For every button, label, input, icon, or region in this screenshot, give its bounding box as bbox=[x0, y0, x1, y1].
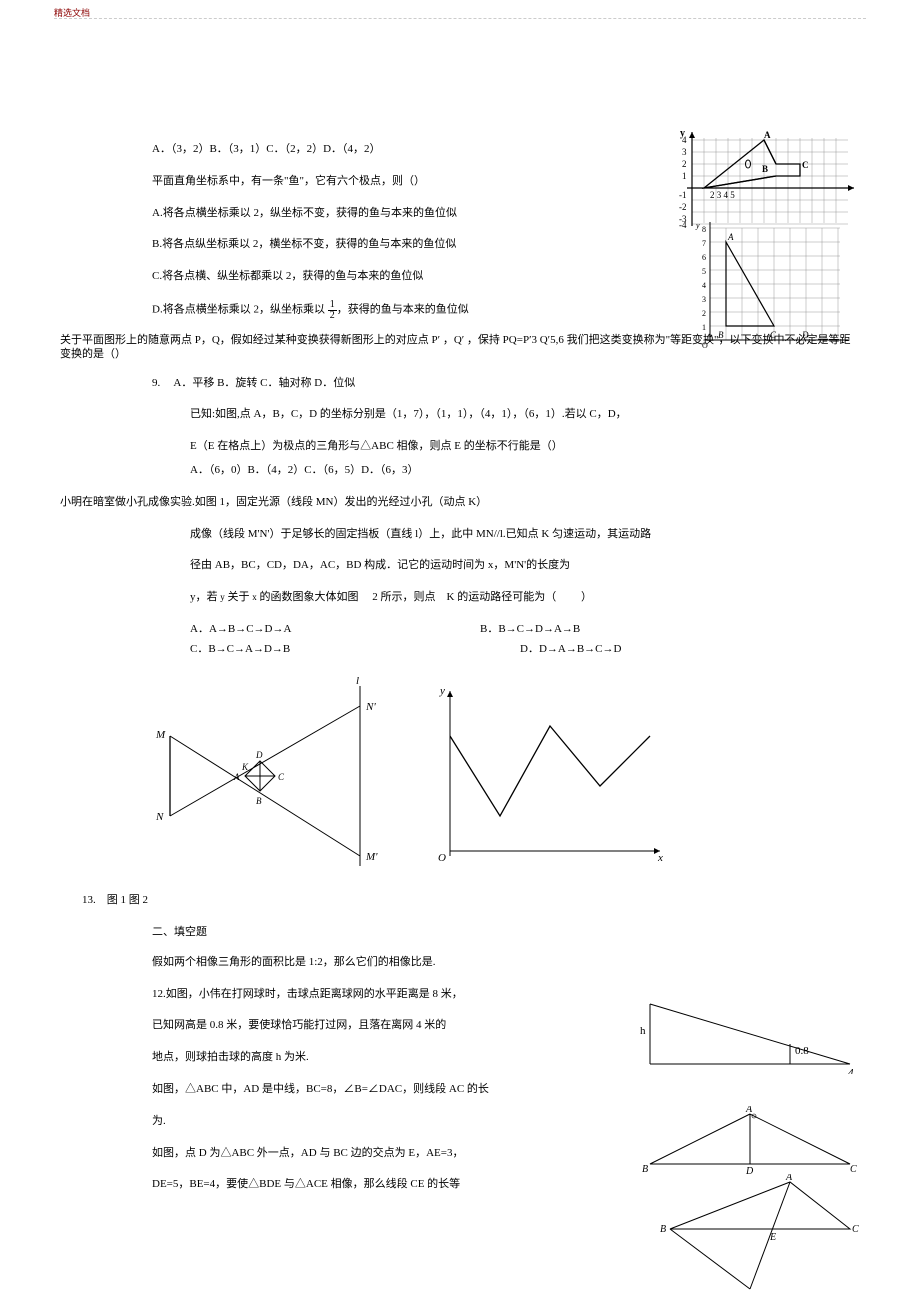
pinhole-l3-num: 2 bbox=[372, 591, 378, 603]
pinhole-optC: C．B→C→A→D→B bbox=[190, 640, 480, 656]
coord-line2: E（E 在格点上）为极点的三角形与△ABC 相像，则点 E 的坐标不行能是（） bbox=[190, 437, 860, 457]
pinhole-l3-pre: y，若 bbox=[190, 591, 220, 603]
fish-optD-post: ，获得的鱼与本来的鱼位似 bbox=[337, 304, 469, 316]
svg-text:D: D bbox=[801, 330, 809, 340]
coord-line1: 已知:如图,点 A，B，C，D 的坐标分别是（1，7），（1，1），（4，1），… bbox=[190, 405, 860, 425]
fish-optD-pre: D.将各点横坐标乘以 2，纵坐标乘以 bbox=[152, 304, 328, 316]
pinhole-diagrams: l M N N' M' A B C D K y x bbox=[150, 676, 860, 879]
svg-text:8: 8 bbox=[702, 225, 706, 234]
svg-text:N: N bbox=[155, 811, 164, 823]
svg-text:D: D bbox=[255, 750, 263, 760]
svg-text:1: 1 bbox=[682, 171, 687, 181]
svg-text:B: B bbox=[660, 1224, 666, 1235]
svg-text:B: B bbox=[256, 796, 262, 806]
svg-text:K: K bbox=[241, 762, 249, 772]
svg-text:A: A bbox=[233, 772, 240, 782]
svg-text:y: y bbox=[439, 685, 445, 697]
svg-text:2: 2 bbox=[682, 159, 687, 169]
svg-text:4: 4 bbox=[848, 1067, 854, 1074]
pinhole-line2: 径由 AB，BC，CD，DA，AC，BD 构成．记它的运动时间为 x，M'N'的… bbox=[190, 556, 860, 576]
svg-text:4: 4 bbox=[702, 281, 706, 290]
pinhole-l3-mid2: 的函数图象大体如图 bbox=[260, 591, 359, 603]
q9-number: 9. bbox=[152, 377, 160, 389]
svg-text:A: A bbox=[727, 232, 734, 242]
svg-text:h: h bbox=[640, 1025, 646, 1037]
fill-q13a: 如图，△ABC 中，AD 是中线，BC=8，∠B=∠DAC，则线段 AC 的长 bbox=[152, 1080, 860, 1100]
svg-text:0.8: 0.8 bbox=[795, 1045, 809, 1057]
fish-grid-diagram: y 4321 -1-2-3-4 2 3 4 5 A B C bbox=[662, 128, 860, 231]
pinhole-line1: 成像（线段 M'N'）于足够长的固定挡板（直线 l）上，此中 MN//l.已知点… bbox=[190, 525, 860, 545]
fraction-half: 12 bbox=[328, 299, 337, 321]
svg-text:B: B bbox=[718, 330, 724, 340]
pinhole-optD: D．D→A→B→C→D bbox=[520, 640, 621, 656]
pinhole-caption-row: 13. 图 1 图 2 bbox=[82, 891, 860, 907]
pinhole-sub-x: x bbox=[252, 592, 257, 602]
svg-text:2: 2 bbox=[702, 309, 706, 318]
svg-text:O: O bbox=[702, 341, 708, 348]
svg-text:O: O bbox=[438, 852, 446, 864]
pinhole-optB: B．B→C→D→A→B bbox=[480, 620, 580, 636]
fill-q11: 假如两个相像三角形的面积比是 1:2，那么它们的相像比是. bbox=[152, 953, 860, 973]
svg-text:E: E bbox=[769, 1232, 776, 1243]
svg-text:B: B bbox=[762, 164, 768, 174]
pinhole-optA: A．A→B→C→D→A bbox=[190, 620, 480, 636]
page-content: y 4321 -1-2-3-4 2 3 4 5 A B C 87654321 y… bbox=[0, 0, 920, 1247]
frac-bot: 2 bbox=[330, 310, 335, 321]
svg-text:N': N' bbox=[365, 701, 376, 713]
tennis-diagram: h 0.8 4 bbox=[640, 994, 860, 1077]
svg-text:-1: -1 bbox=[679, 190, 687, 200]
svg-text:C: C bbox=[802, 160, 809, 170]
svg-text:4: 4 bbox=[682, 135, 687, 145]
svg-text:M': M' bbox=[365, 851, 378, 863]
svg-text:A: A bbox=[785, 1174, 793, 1183]
svg-text:C: C bbox=[770, 330, 777, 340]
pinhole-intro: 小明在暗室做小孔成像实验.如图 1，固定光源（线段 MN）发出的光经过小孔（动点… bbox=[60, 493, 860, 513]
pinhole-l3-paren: ） bbox=[581, 591, 592, 603]
coord-options: A．（6，0）B．（4，2）C．（6，5）D．（6，3） bbox=[190, 461, 860, 481]
pinhole-sub-y: y bbox=[220, 592, 225, 602]
svg-text:3: 3 bbox=[682, 147, 687, 157]
caption-text: 图 1 图 2 bbox=[107, 894, 148, 906]
svg-text:3: 3 bbox=[702, 295, 706, 304]
svg-text:C: C bbox=[278, 772, 285, 782]
svg-text:1: 1 bbox=[702, 323, 706, 332]
isometry-options-row: 9. A．平移 B．旋转 C．轴对称 D．位似 bbox=[152, 374, 860, 394]
svg-text:A: A bbox=[745, 1106, 753, 1115]
caption-num: 13. bbox=[82, 894, 96, 906]
triangle-abcde-diagram: A B C D E bbox=[660, 1174, 860, 1297]
svg-text:5: 5 bbox=[702, 267, 706, 276]
svg-text:6: 6 bbox=[702, 253, 706, 262]
coord-options-text: A．（6，0）B．（4，2）C．（6，5）D．（6，3） bbox=[190, 464, 419, 476]
pinhole-l3-mid: 关于 bbox=[228, 591, 253, 603]
fill-title: 二、填空题 bbox=[152, 923, 860, 943]
svg-text:C: C bbox=[852, 1224, 859, 1235]
pinhole-l3-end: K 的运动路径可能为（ bbox=[447, 591, 557, 603]
svg-text:l: l bbox=[356, 676, 359, 687]
svg-text:2 3 4 5: 2 3 4 5 bbox=[710, 190, 735, 200]
svg-text:A: A bbox=[764, 130, 771, 140]
svg-text:B: B bbox=[642, 1164, 648, 1175]
pinhole-line3: y，若 y 关于 x 的函数图象大体如图 2 所示，则点 K 的运动路径可能为（… bbox=[190, 588, 860, 608]
pinhole-l3-post: 所示，则点 bbox=[381, 591, 436, 603]
svg-text:-2: -2 bbox=[679, 202, 687, 212]
svg-text:M: M bbox=[155, 729, 166, 741]
svg-text:7: 7 bbox=[702, 239, 706, 248]
triangle-abc-diagram: A B C D bbox=[640, 1106, 860, 1179]
svg-text:x: x bbox=[657, 852, 663, 864]
svg-text:y: y bbox=[695, 222, 700, 230]
isometry-options: A．平移 B．旋转 C．轴对称 D．位似 bbox=[173, 377, 355, 389]
second-grid-diagram: 8 7 6 5 4 3 2 1 y O A B C D bbox=[680, 222, 860, 351]
